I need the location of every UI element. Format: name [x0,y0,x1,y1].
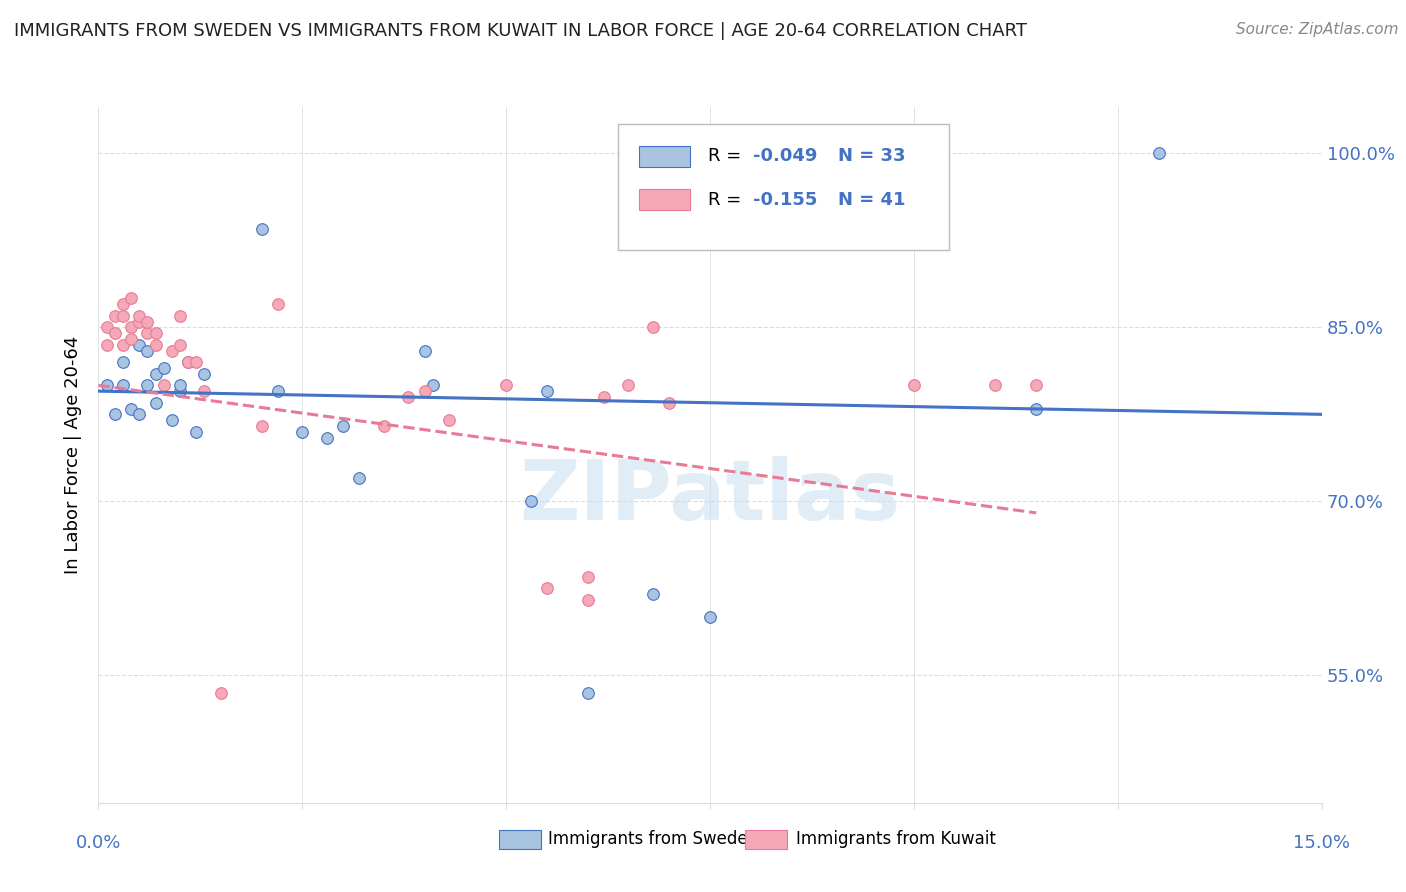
Point [903,378,925,392]
Point [177,355,200,369]
Text: Immigrants from Kuwait: Immigrants from Kuwait [796,830,995,848]
Point [593,390,616,404]
Point [136,378,159,392]
Point [193,367,215,381]
Text: Source: ZipAtlas.com: Source: ZipAtlas.com [1236,22,1399,37]
Point [396,390,419,404]
Point [104,326,127,341]
Point [96,320,118,334]
Point [111,378,134,392]
Text: R =: R = [707,147,747,165]
Point [349,471,371,485]
Point [291,425,314,439]
Point [145,367,167,381]
Point [332,419,354,434]
Text: N = 33: N = 33 [838,147,905,165]
Point [193,384,215,398]
Point [145,326,167,341]
Point [136,343,159,358]
Point [422,378,444,392]
Point [495,378,517,392]
Point [186,355,208,369]
Point [209,685,232,699]
Point [186,425,208,439]
Text: ZIPatlas: ZIPatlas [520,456,900,537]
Point [128,407,150,422]
Point [136,326,159,341]
Point [136,315,159,329]
Point [169,384,191,398]
Text: 0.0%: 0.0% [76,834,121,852]
Point [536,582,558,596]
Point [315,431,337,445]
Point [145,396,167,410]
Point [128,315,150,329]
Point [120,332,142,346]
Point [169,338,191,352]
Point [152,378,174,392]
Bar [640,189,690,210]
FancyBboxPatch shape [619,124,949,250]
Point [120,320,142,334]
Text: N = 41: N = 41 [838,191,905,209]
Point [437,413,460,427]
Point [576,593,599,607]
Point [984,378,1007,392]
Point [128,309,150,323]
Point [160,413,183,427]
Point [576,685,599,699]
Point [617,378,640,392]
Point [267,384,290,398]
Bar [640,146,690,167]
Point [160,343,183,358]
Point [250,222,273,236]
Point [96,338,118,352]
Text: IMMIGRANTS FROM SWEDEN VS IMMIGRANTS FROM KUWAIT IN LABOR FORCE | AGE 20-64 CORR: IMMIGRANTS FROM SWEDEN VS IMMIGRANTS FRO… [14,22,1026,40]
Point [250,419,273,434]
Point [104,309,127,323]
Point [104,407,127,422]
Point [96,378,118,392]
Point [576,569,599,583]
Text: 15.0%: 15.0% [1294,834,1350,852]
Text: Immigrants from Sweden: Immigrants from Sweden [548,830,758,848]
Point [120,401,142,416]
Point [169,378,191,392]
Point [1025,401,1047,416]
Point [658,396,681,410]
Point [111,297,134,311]
Point [128,338,150,352]
Text: R =: R = [707,191,747,209]
Point [699,610,721,624]
Point [120,291,142,305]
Point [169,309,191,323]
Point [267,297,290,311]
Point [177,355,200,369]
Y-axis label: In Labor Force | Age 20-64: In Labor Force | Age 20-64 [65,335,83,574]
Point [1147,146,1170,161]
Point [536,384,558,398]
Point [641,587,664,601]
Point [145,338,167,352]
Point [519,494,541,508]
Point [111,355,134,369]
Text: -0.155: -0.155 [752,191,817,209]
Point [413,343,436,358]
Point [413,384,436,398]
Point [1025,378,1047,392]
Point [111,309,134,323]
Point [111,338,134,352]
Point [641,320,664,334]
Point [373,419,395,434]
Text: -0.049: -0.049 [752,147,817,165]
Point [152,361,174,376]
